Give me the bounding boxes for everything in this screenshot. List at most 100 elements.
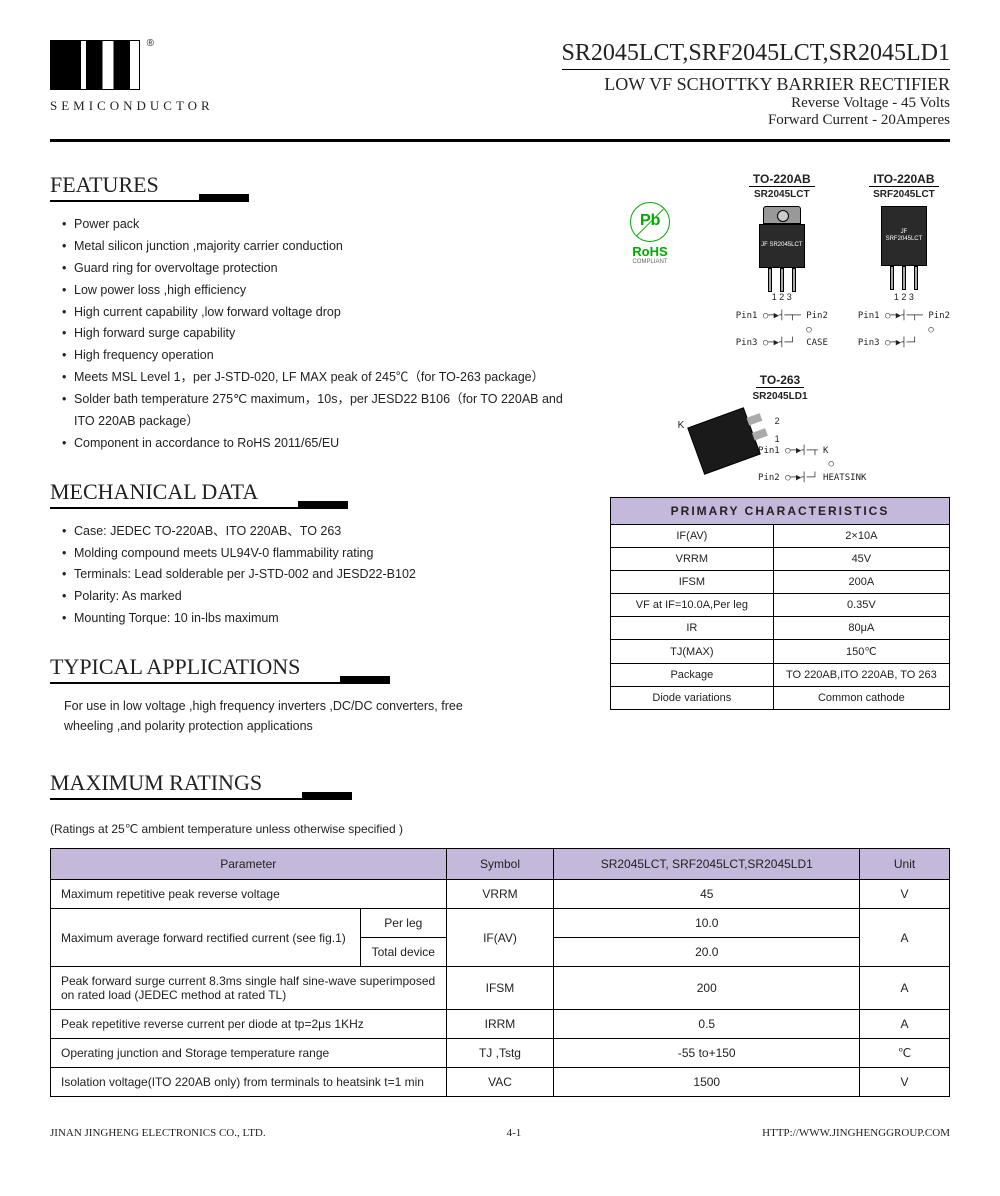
- mechanical-list: Case: JEDEC TO-220AB、ITO 220AB、TO 263Mol…: [50, 521, 580, 630]
- feature-item: High frequency operation: [62, 345, 580, 367]
- spec-current: Forward Current - 20Amperes: [562, 112, 951, 129]
- mechanical-item: Mounting Torque: 10 in-lbs maximum: [62, 608, 580, 630]
- pkg3-diagram: Pin1 ○─▶┤─┬ K ○ Pin2 ○─▶┤─┘ HEATSINK: [758, 445, 866, 486]
- ratings-header: Unit: [860, 849, 950, 880]
- spec-voltage: Reverse Voltage - 45 Volts: [562, 95, 951, 112]
- rohs-sublabel: COMPLIANT: [630, 259, 670, 265]
- ratings-note: (Ratings at 25℃ ambient temperature unle…: [50, 822, 950, 836]
- rating-unit: A: [860, 967, 950, 1010]
- header: ® SEMICONDUCTOR SR2045LCT,SRF2045LCT,SR2…: [50, 40, 950, 129]
- rating-value: 45: [554, 880, 860, 909]
- pkg3-title: TO-263: [756, 373, 804, 388]
- pkg3-case: [687, 407, 760, 475]
- feature-item: Metal silicon junction ,majority carrier…: [62, 236, 580, 258]
- applications-heading: TYPICAL APPLICATIONS: [50, 654, 340, 684]
- package-to263: TO-263 SR2045LD1 K 2 1 Pin1 ○─▶┤─┬ K ○ P…: [610, 371, 950, 486]
- divider: [50, 139, 950, 142]
- ratings-header: Parameter: [51, 849, 447, 880]
- rating-param: Isolation voltage(ITO 220AB only) from t…: [51, 1068, 447, 1097]
- pkg1-case: JF SR2045LCT: [759, 224, 805, 268]
- pkg2-title: ITO-220AB: [869, 172, 938, 187]
- pkg1-title: TO-220AB: [749, 172, 815, 187]
- ratings-table: ParameterSymbolSR2045LCT, SRF2045LCT,SR2…: [50, 848, 950, 1097]
- rating-unit: V: [860, 1068, 950, 1097]
- char-value: Common cathode: [773, 687, 949, 710]
- characteristics-table: PRIMARY CHARACTERISTICS IF(AV)2×10AVRRM4…: [610, 497, 950, 710]
- char-value: TO 220AB,ITO 220AB, TO 263: [773, 664, 949, 687]
- feature-item: Guard ring for overvoltage protection: [62, 258, 580, 280]
- rating-value: -55 to+150: [554, 1039, 860, 1068]
- rating-param: Maximum average forward rectified curren…: [51, 909, 361, 967]
- rating-unit: A: [860, 1010, 950, 1039]
- rating-unit: A: [860, 909, 950, 967]
- mechanical-item: Terminals: Lead solderable per J-STD-002…: [62, 564, 580, 586]
- rating-symbol: IF(AV): [446, 909, 554, 967]
- rohs-label: RoHS: [630, 244, 670, 259]
- char-value: 200A: [773, 571, 949, 594]
- char-value: 0.35V: [773, 594, 949, 617]
- char-param: TJ(MAX): [611, 640, 774, 664]
- feature-item: Component in accordance to RoHS 2011/65/…: [62, 433, 580, 455]
- feature-item: High forward surge capability: [62, 323, 580, 345]
- char-param: IF(AV): [611, 525, 774, 548]
- rating-symbol: IRRM: [446, 1010, 554, 1039]
- footer-company: JINAN JINGHENG ELECTRONICS CO., LTD.: [50, 1127, 266, 1139]
- char-param: IR: [611, 617, 774, 640]
- logo-area: ® SEMICONDUCTOR: [50, 40, 214, 114]
- pkg1-diagram: Pin1 ○─▶┤─┬─ Pin2 ○ Pin3 ○─▶┤─┘ CASE: [736, 310, 828, 351]
- mechanical-item: Polarity: As marked: [62, 586, 580, 608]
- pkg2-diagram: Pin1 ○─▶┤─┬─ Pin2 ○ Pin3 ○─▶┤─┘: [858, 310, 950, 351]
- rating-unit: V: [860, 880, 950, 909]
- features-section: FEATURES Power packMetal silicon junctio…: [50, 172, 580, 455]
- pkg1-pins: 1 2 3: [736, 292, 828, 302]
- rating-value: 20.0: [554, 938, 860, 967]
- mechanical-item: Case: JEDEC TO-220AB、ITO 220AB、TO 263: [62, 521, 580, 543]
- ratings-section: MAXIMUM RATINGS (Ratings at 25℃ ambient …: [50, 770, 950, 1097]
- feature-item: Solder bath temperature 275℃ maximum，10s…: [62, 389, 580, 433]
- char-param: Package: [611, 664, 774, 687]
- pkg2-case: JF SRF2045LCT: [881, 206, 927, 266]
- char-value: 2×10A: [773, 525, 949, 548]
- logo-icon: [50, 40, 140, 90]
- ratings-header: Symbol: [446, 849, 554, 880]
- rating-symbol: VRRM: [446, 880, 554, 909]
- char-value: 150℃: [773, 640, 949, 664]
- rating-value: 10.0: [554, 909, 860, 938]
- feature-item: High current capability ,low forward vol…: [62, 302, 580, 324]
- package-to220ab: TO-220AB SR2045LCT JF SR2045LCT 1 2 3 Pi…: [736, 172, 828, 351]
- features-heading: FEATURES: [50, 172, 199, 202]
- footer-url: HTTP://WWW.JINGHENGGROUP.COM: [762, 1127, 950, 1139]
- pkg3-name: SR2045LD1: [610, 391, 950, 402]
- rating-symbol: VAC: [446, 1068, 554, 1097]
- char-param: Diode variations: [611, 687, 774, 710]
- subtitle: LOW VF SCHOTTKY BARRIER RECTIFIER: [562, 74, 951, 95]
- rating-param: Operating junction and Storage temperatu…: [51, 1039, 447, 1068]
- features-list: Power packMetal silicon junction ,majori…: [50, 214, 580, 455]
- pkg1-name: SR2045LCT: [736, 189, 828, 200]
- footer-page: 4-1: [507, 1127, 522, 1139]
- company-name: SEMICONDUCTOR: [50, 98, 214, 114]
- mechanical-section: MECHANICAL DATA Case: JEDEC TO-220AB、ITO…: [50, 479, 580, 630]
- char-param: IFSM: [611, 571, 774, 594]
- char-param: VF at IF=10.0A,Per leg: [611, 594, 774, 617]
- rating-value: 0.5: [554, 1010, 860, 1039]
- applications-text: For use in low voltage ,high frequency i…: [50, 696, 470, 736]
- rating-value: 200: [554, 967, 860, 1010]
- applications-section: TYPICAL APPLICATIONS For use in low volt…: [50, 654, 580, 736]
- char-value: 80μA: [773, 617, 949, 640]
- char-header: PRIMARY CHARACTERISTICS: [611, 498, 950, 525]
- feature-item: Low power loss ,high efficiency: [62, 280, 580, 302]
- rating-param: Peak repetitive reverse current per diod…: [51, 1010, 447, 1039]
- package-ito220ab: ITO-220AB SRF2045LCT JF SRF2045LCT 1 2 3…: [858, 172, 950, 351]
- rohs-badge: RoHS COMPLIANT: [630, 202, 670, 265]
- feature-item: Meets MSL Level 1，per J-STD-020, LF MAX …: [62, 367, 580, 389]
- mechanical-heading: MECHANICAL DATA: [50, 479, 298, 509]
- footer: JINAN JINGHENG ELECTRONICS CO., LTD. 4-1…: [50, 1127, 950, 1139]
- mechanical-item: Molding compound meets UL94V-0 flammabil…: [62, 543, 580, 565]
- pkg2-pins: 1 2 3: [858, 292, 950, 302]
- rating-sub: Total device: [361, 938, 447, 967]
- rating-symbol: TJ ,Tstg: [446, 1039, 554, 1068]
- rating-sub: Per leg: [361, 909, 447, 938]
- char-value: 45V: [773, 548, 949, 571]
- rating-param: Maximum repetitive peak reverse voltage: [51, 880, 447, 909]
